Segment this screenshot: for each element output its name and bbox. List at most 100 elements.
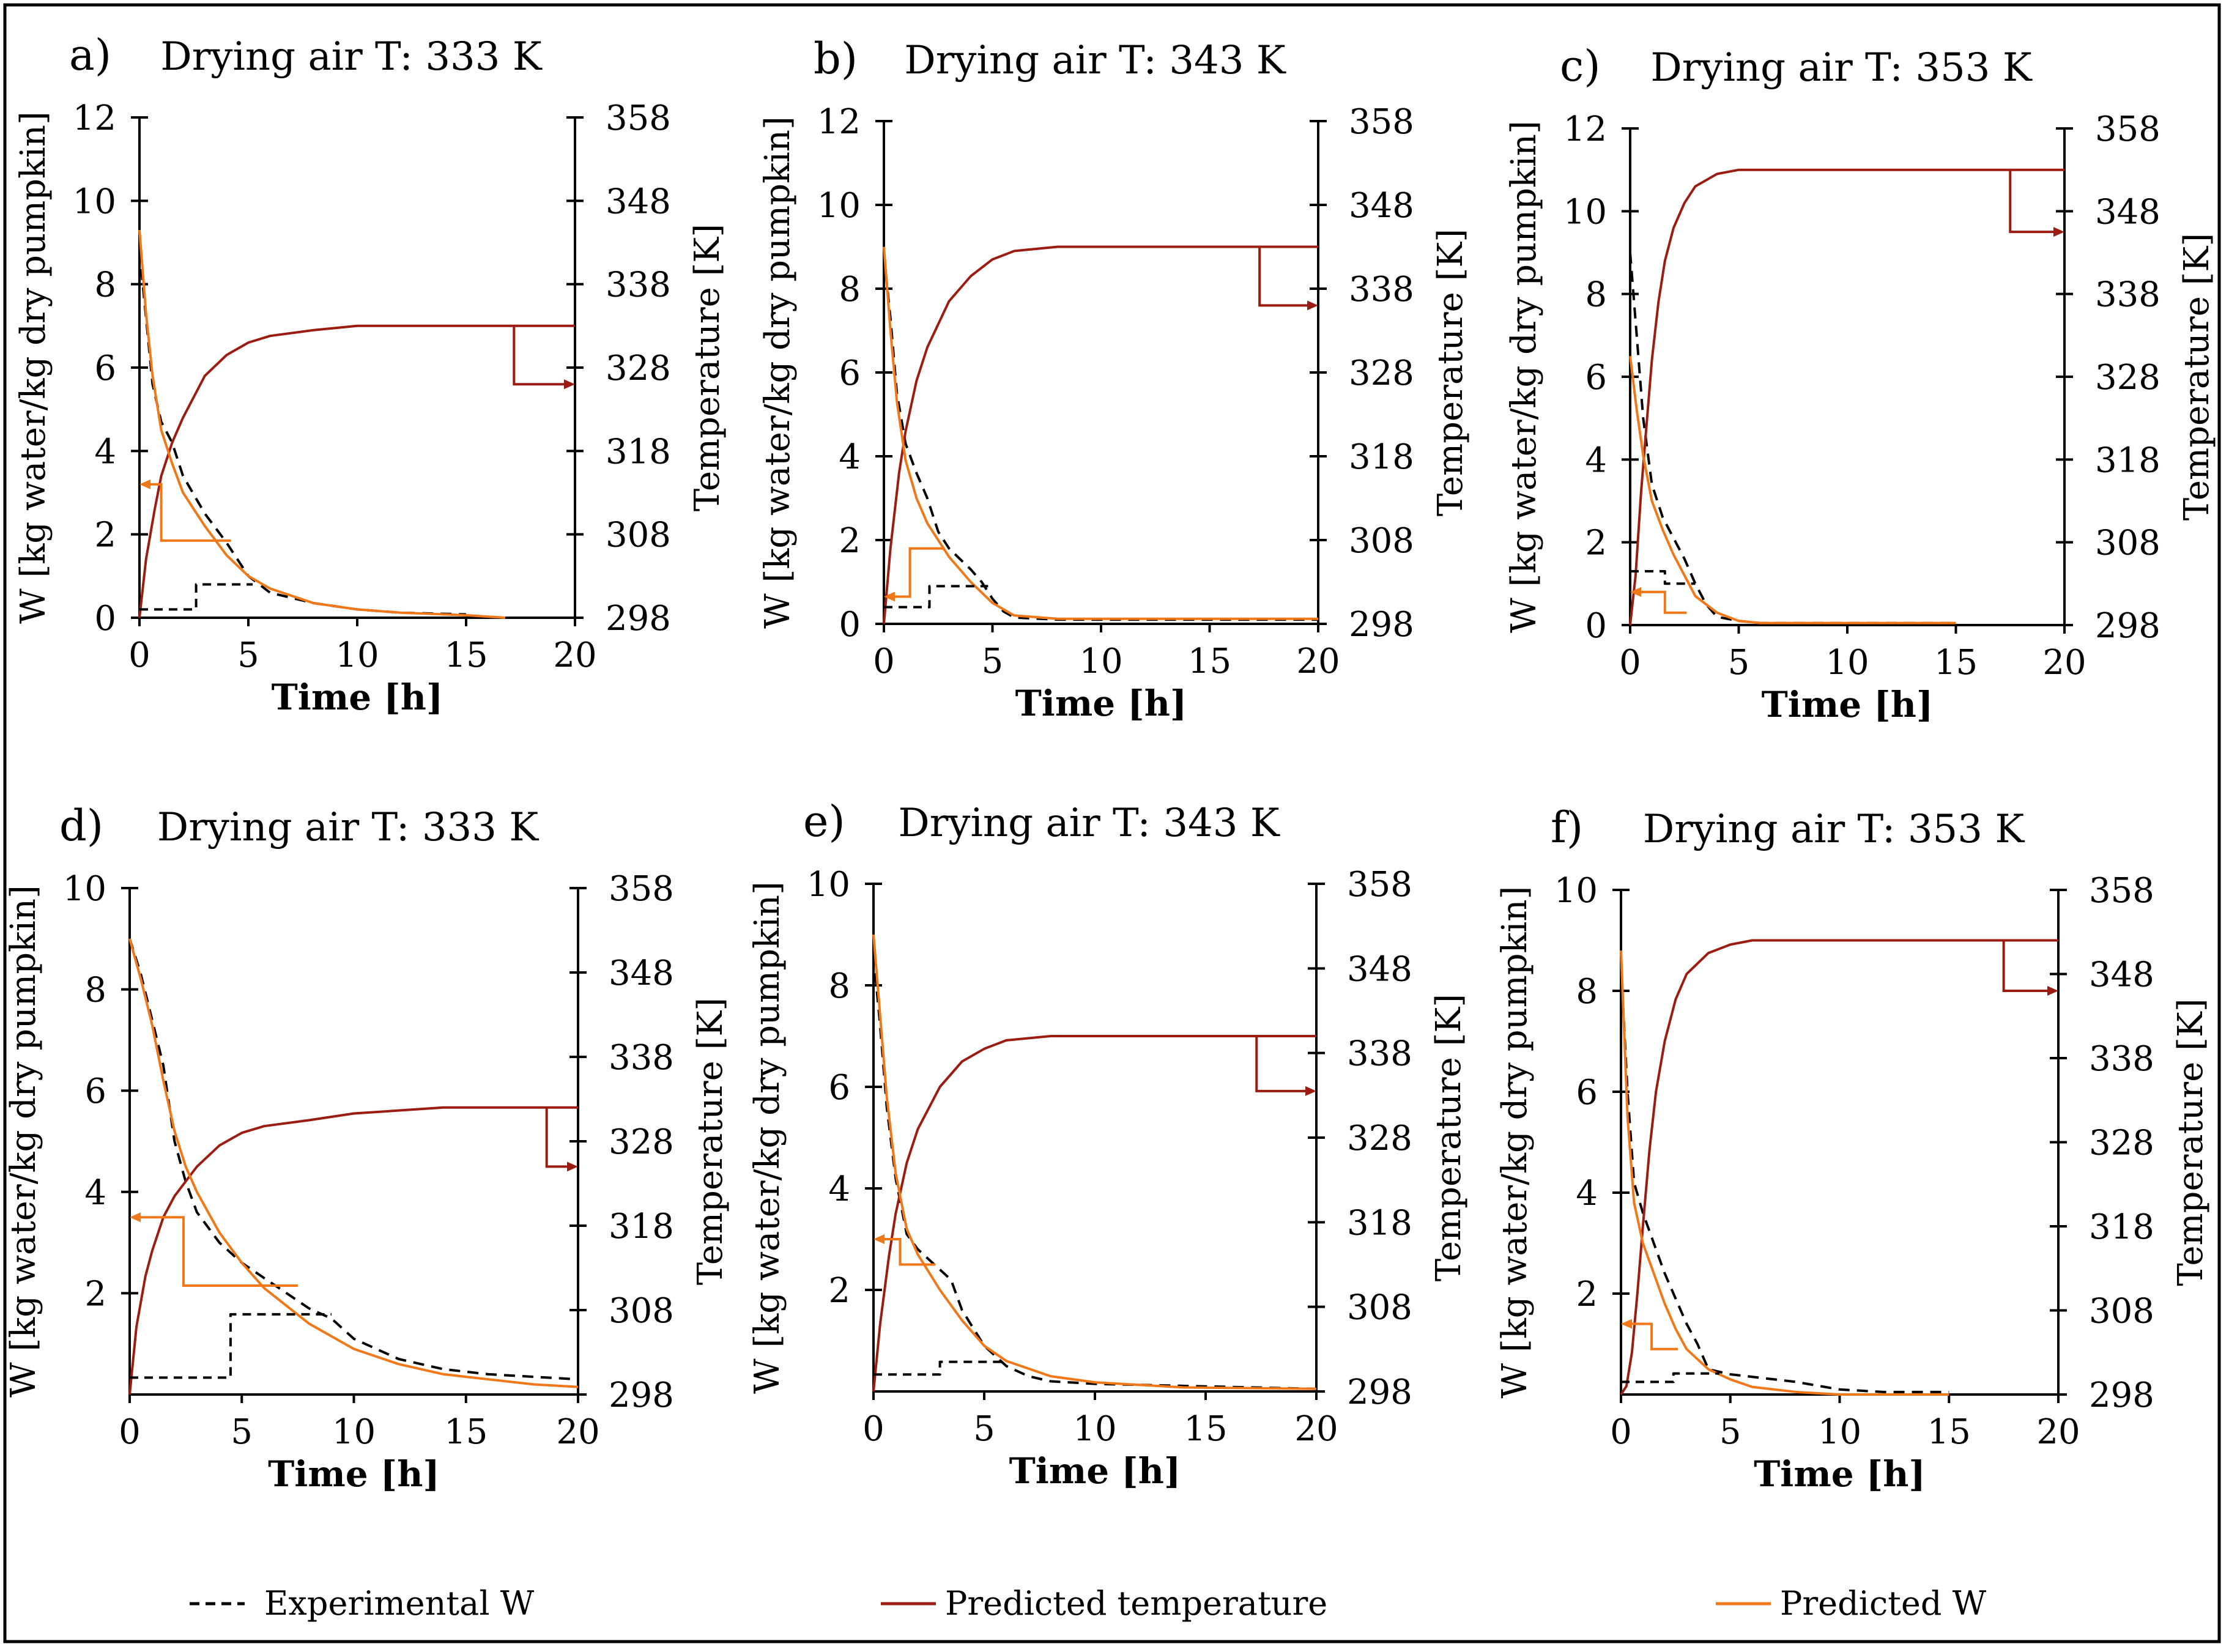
w-axis-arrowhead <box>873 1234 885 1244</box>
y2-tick-label: 348 <box>606 182 671 221</box>
temperature-axis-arrowhead <box>567 1161 578 1172</box>
y2-tick-label: 338 <box>609 1038 674 1078</box>
y2-tick-label: 348 <box>2089 955 2154 995</box>
y2-tick-label: 308 <box>2089 1292 2154 1332</box>
legend-experimental-label: Experimental W <box>264 1584 535 1623</box>
series-predicted-w <box>1620 950 1949 1396</box>
w-axis-pointer <box>147 483 231 542</box>
chart-panel-4: 0 5 10 15 20 2 4 6 8 10 298 308 318 328 338 348 358 d) Dry… <box>4 801 730 1495</box>
y-tick-label: 4 <box>1585 440 1607 480</box>
y2-tick-label: 308 <box>2095 524 2160 563</box>
x-tick-label: 10 <box>1079 642 1122 681</box>
x-axis-label: Time [h] <box>1009 1450 1181 1492</box>
y2-tick-label: 358 <box>2089 871 2154 911</box>
y-axis-label: W [kg water/kg dry pumpkin] <box>1504 120 1544 633</box>
y-tick-label: 10 <box>73 182 116 221</box>
y2-tick-label: 298 <box>2089 1376 2154 1415</box>
y2-tick-label: 318 <box>609 1207 674 1246</box>
y2-tick-label: 348 <box>2095 192 2160 232</box>
y-axis-label: W [kg water/kg dry pumpkin] <box>747 881 787 1394</box>
temperature-axis-pointer <box>2009 169 2057 234</box>
y-tick-label: 2 <box>839 521 861 561</box>
y-tick-label: 12 <box>817 102 861 142</box>
y2-tick-label: 348 <box>609 954 674 993</box>
x-axis-label: Time [h] <box>268 1453 440 1495</box>
x-tick-label: 0 <box>1619 643 1641 683</box>
x-tick-label: 20 <box>2042 643 2086 683</box>
y-tick-label: 4 <box>84 1173 106 1213</box>
series-predicted-temperature <box>872 1035 1316 1392</box>
series-predicted-w <box>138 229 506 619</box>
y-tick-label: 8 <box>1585 275 1607 315</box>
x-tick-label: 0 <box>862 1409 885 1449</box>
x-tick-label: 0 <box>119 1412 141 1452</box>
y-tick-label: 6 <box>94 349 116 388</box>
series-experimental-step <box>884 585 988 609</box>
x-tick-label: 10 <box>1073 1409 1116 1449</box>
y-tick-label: 6 <box>828 1068 850 1108</box>
x-tick-label: 20 <box>2036 1412 2080 1452</box>
y2-tick-label: 348 <box>1347 949 1412 989</box>
y2-tick-label: 358 <box>2095 109 2160 149</box>
panel-letter: f) <box>1551 802 1583 853</box>
temperature-axis-pointer <box>545 1107 571 1168</box>
chart-title: Drying air T: 353 K <box>1643 807 2025 852</box>
temperature-axis-pointer <box>1255 1036 1309 1092</box>
series-experimental-w <box>128 938 579 1381</box>
x-tick-label: 0 <box>128 635 150 675</box>
y2-tick-label: 328 <box>606 349 671 388</box>
y2-tick-label: 338 <box>1349 270 1414 309</box>
y2-tick-label: 338 <box>606 265 671 305</box>
temperature-axis-arrowhead <box>564 379 575 390</box>
series-predicted-temperature <box>1629 168 2064 626</box>
y2-axis-label: Temperature [K] <box>688 224 727 511</box>
series-predicted-w <box>872 934 1317 1390</box>
y2-tick-label: 338 <box>2089 1039 2154 1079</box>
x-tick-label: 20 <box>1294 1409 1338 1449</box>
y-axis-label: W [kg water/kg dry pumpkin] <box>13 111 53 624</box>
chart-title: Drying air T: 353 K <box>1650 45 2032 91</box>
y-tick-label: 2 <box>94 516 116 555</box>
y-tick-label: 8 <box>828 966 850 1006</box>
y2-tick-label: 318 <box>1347 1203 1412 1243</box>
y2-tick-label: 328 <box>2089 1124 2154 1163</box>
x-tick-label: 20 <box>553 635 596 675</box>
y-axis-label: W [kg water/kg dry pumpkin] <box>1495 886 1535 1399</box>
y2-tick-label: 348 <box>1349 186 1414 226</box>
series-predicted-temperature <box>1620 939 2058 1396</box>
y2-tick-label: 318 <box>1349 437 1414 477</box>
y-tick-label: 8 <box>1576 972 1598 1012</box>
y2-tick-label: 338 <box>1347 1034 1412 1074</box>
y2-tick-label: 298 <box>2095 606 2160 646</box>
series-predicted-temperature <box>128 1106 578 1395</box>
w-axis-arrowhead <box>1621 1319 1632 1329</box>
y-tick-label: 6 <box>84 1072 106 1111</box>
x-tick-label: 10 <box>1818 1412 1861 1452</box>
series-predicted-w <box>883 246 1318 620</box>
figure-frame <box>3 3 2221 1643</box>
y-tick-label: 10 <box>63 869 106 909</box>
x-tick-label: 5 <box>1728 643 1750 683</box>
x-axis-label: Time [h] <box>272 676 443 718</box>
y2-tick-label: 328 <box>1349 354 1414 393</box>
legend: Experimental W Predicted temperature Pre… <box>190 1584 1987 1623</box>
y2-tick-label: 318 <box>2095 440 2160 480</box>
panel-letter: c) <box>1560 41 1601 91</box>
y2-axis-label: Temperature [K] <box>1429 994 1469 1281</box>
x-tick-label: 15 <box>444 635 488 675</box>
x-tick-label: 10 <box>332 1412 376 1452</box>
x-tick-label: 15 <box>1184 1409 1227 1449</box>
y-tick-label: 2 <box>828 1271 850 1311</box>
y2-tick-label: 328 <box>609 1122 674 1162</box>
y2-tick-label: 358 <box>609 869 674 909</box>
y-axis-label: W [kg water/kg dry pumpkin] <box>758 116 798 629</box>
x-tick-label: 20 <box>556 1412 599 1452</box>
y2-tick-label: 338 <box>2095 275 2160 315</box>
chart-title: Drying air T: 333 K <box>157 805 539 850</box>
y-tick-label: 6 <box>839 354 861 393</box>
y2-axis-label: Temperature [K] <box>691 998 730 1285</box>
y-tick-label: 10 <box>1563 192 1607 232</box>
panel-letter: a) <box>69 30 111 80</box>
